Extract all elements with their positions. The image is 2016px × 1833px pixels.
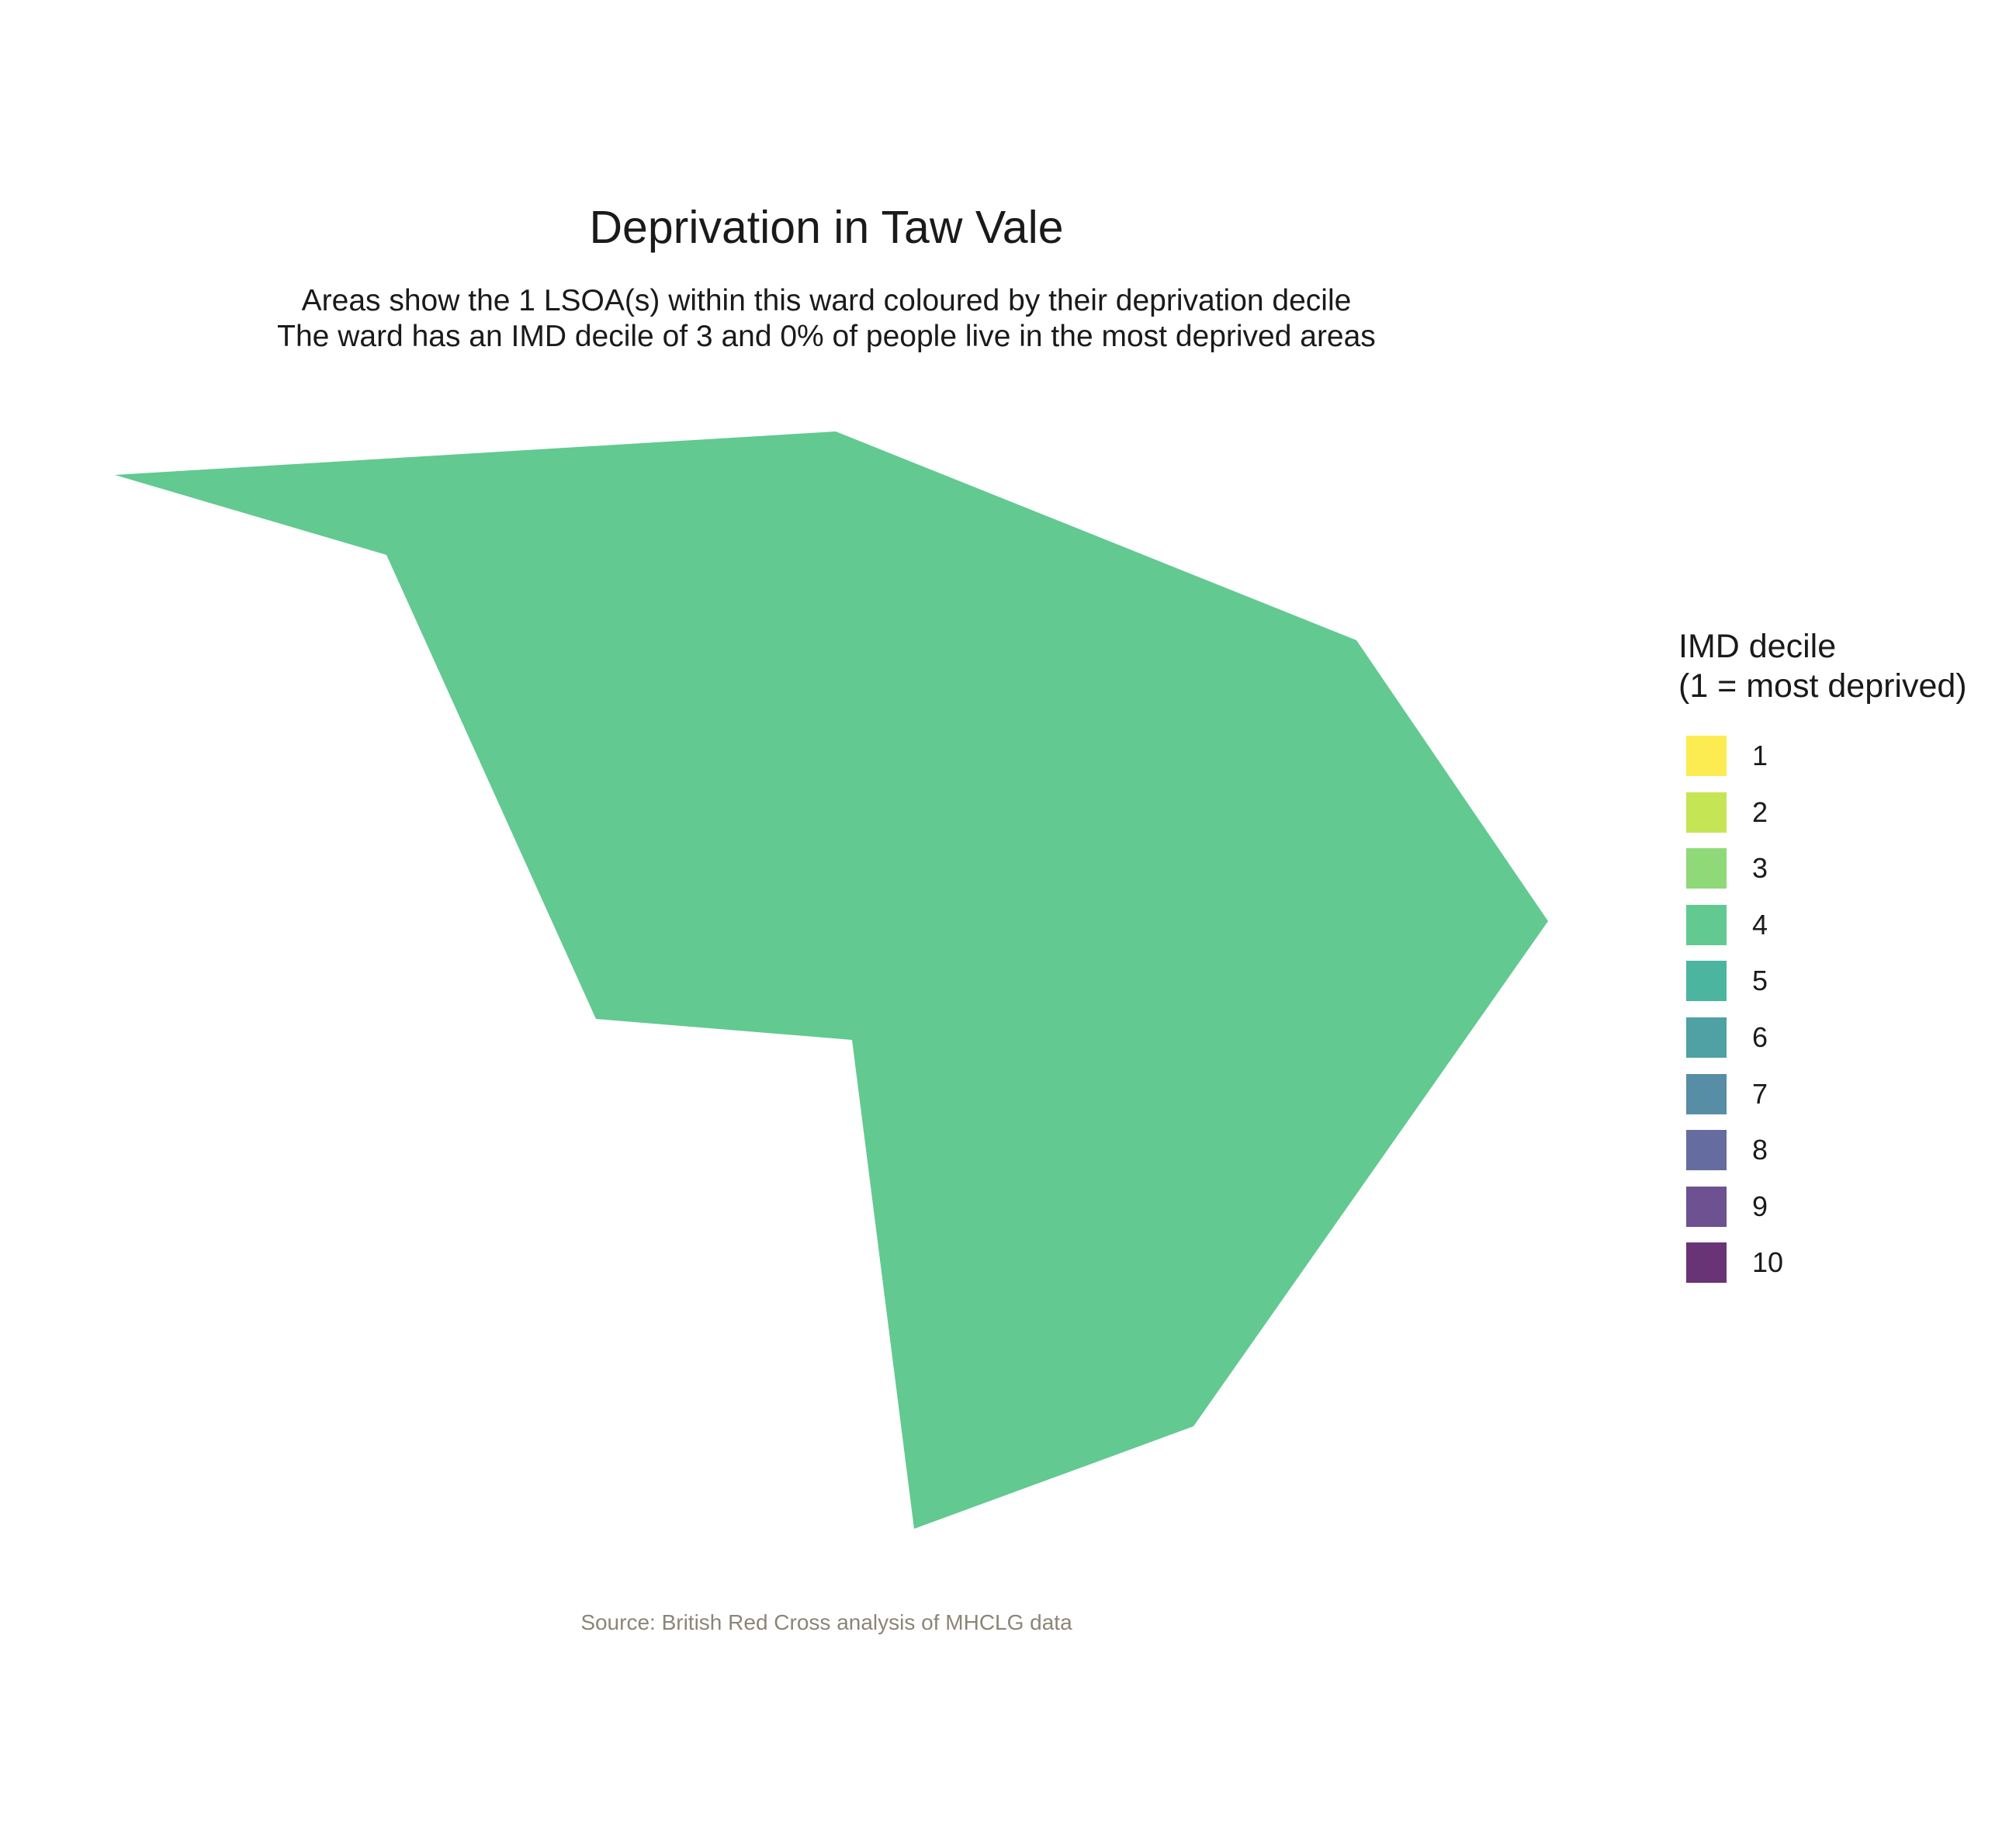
chart-title: Deprivation in Taw Vale <box>589 202 1064 253</box>
legend-item-5: 5 <box>1678 958 1989 1004</box>
legend-item-6: 6 <box>1678 1014 1989 1061</box>
legend-item-4: 4 <box>1678 902 1989 948</box>
legend-label: 2 <box>1752 795 1768 828</box>
legend-swatch <box>1686 961 1727 1002</box>
legend-title-line-1: IMD decile <box>1678 628 1837 665</box>
legend-swatch <box>1686 736 1727 776</box>
legend-item-8: 8 <box>1678 1127 1989 1173</box>
legend-swatch <box>1686 1017 1727 1058</box>
legend-item-3: 3 <box>1678 845 1989 892</box>
legend-item-1: 1 <box>1678 733 1989 779</box>
legend-label: 6 <box>1752 1021 1768 1053</box>
source-caption: Source: British Red Cross analysis of MH… <box>580 1610 1072 1634</box>
legend-title-line-2: (1 = most deprived) <box>1678 667 1967 705</box>
legend-label: 3 <box>1752 852 1768 885</box>
subtitle-line-1: Areas show the 1 LSOA(s) within this war… <box>301 284 1352 317</box>
subtitle-line-2: The ward has an IMD decile of 3 and 0% o… <box>277 320 1376 353</box>
legend-item-7: 7 <box>1678 1071 1989 1117</box>
legend-swatch <box>1686 1130 1727 1171</box>
legend-label: 1 <box>1752 740 1768 771</box>
legend-swatch <box>1686 1073 1727 1114</box>
legend-label: 7 <box>1752 1077 1768 1110</box>
legend-swatch <box>1686 1186 1727 1227</box>
legend: IMD decile (1 = most deprived) 1 2 3 4 5 6 7 8 9… <box>1678 627 2004 1284</box>
legend-label: 10 <box>1752 1246 1784 1279</box>
legend-swatch <box>1686 792 1727 833</box>
lsoa-area-polygon <box>115 431 1548 1529</box>
legend-label: 8 <box>1752 1134 1768 1166</box>
legend-label: 4 <box>1752 908 1768 941</box>
legend-swatch <box>1686 1242 1727 1284</box>
legend-label: 9 <box>1752 1190 1768 1222</box>
legend-item-2: 2 <box>1678 789 1989 836</box>
legend-swatch <box>1686 904 1727 945</box>
legend-item-10: 10 <box>1678 1239 1989 1286</box>
legend-label: 5 <box>1752 965 1768 997</box>
legend-item-9: 9 <box>1678 1183 1989 1230</box>
legend-swatch <box>1686 848 1727 889</box>
